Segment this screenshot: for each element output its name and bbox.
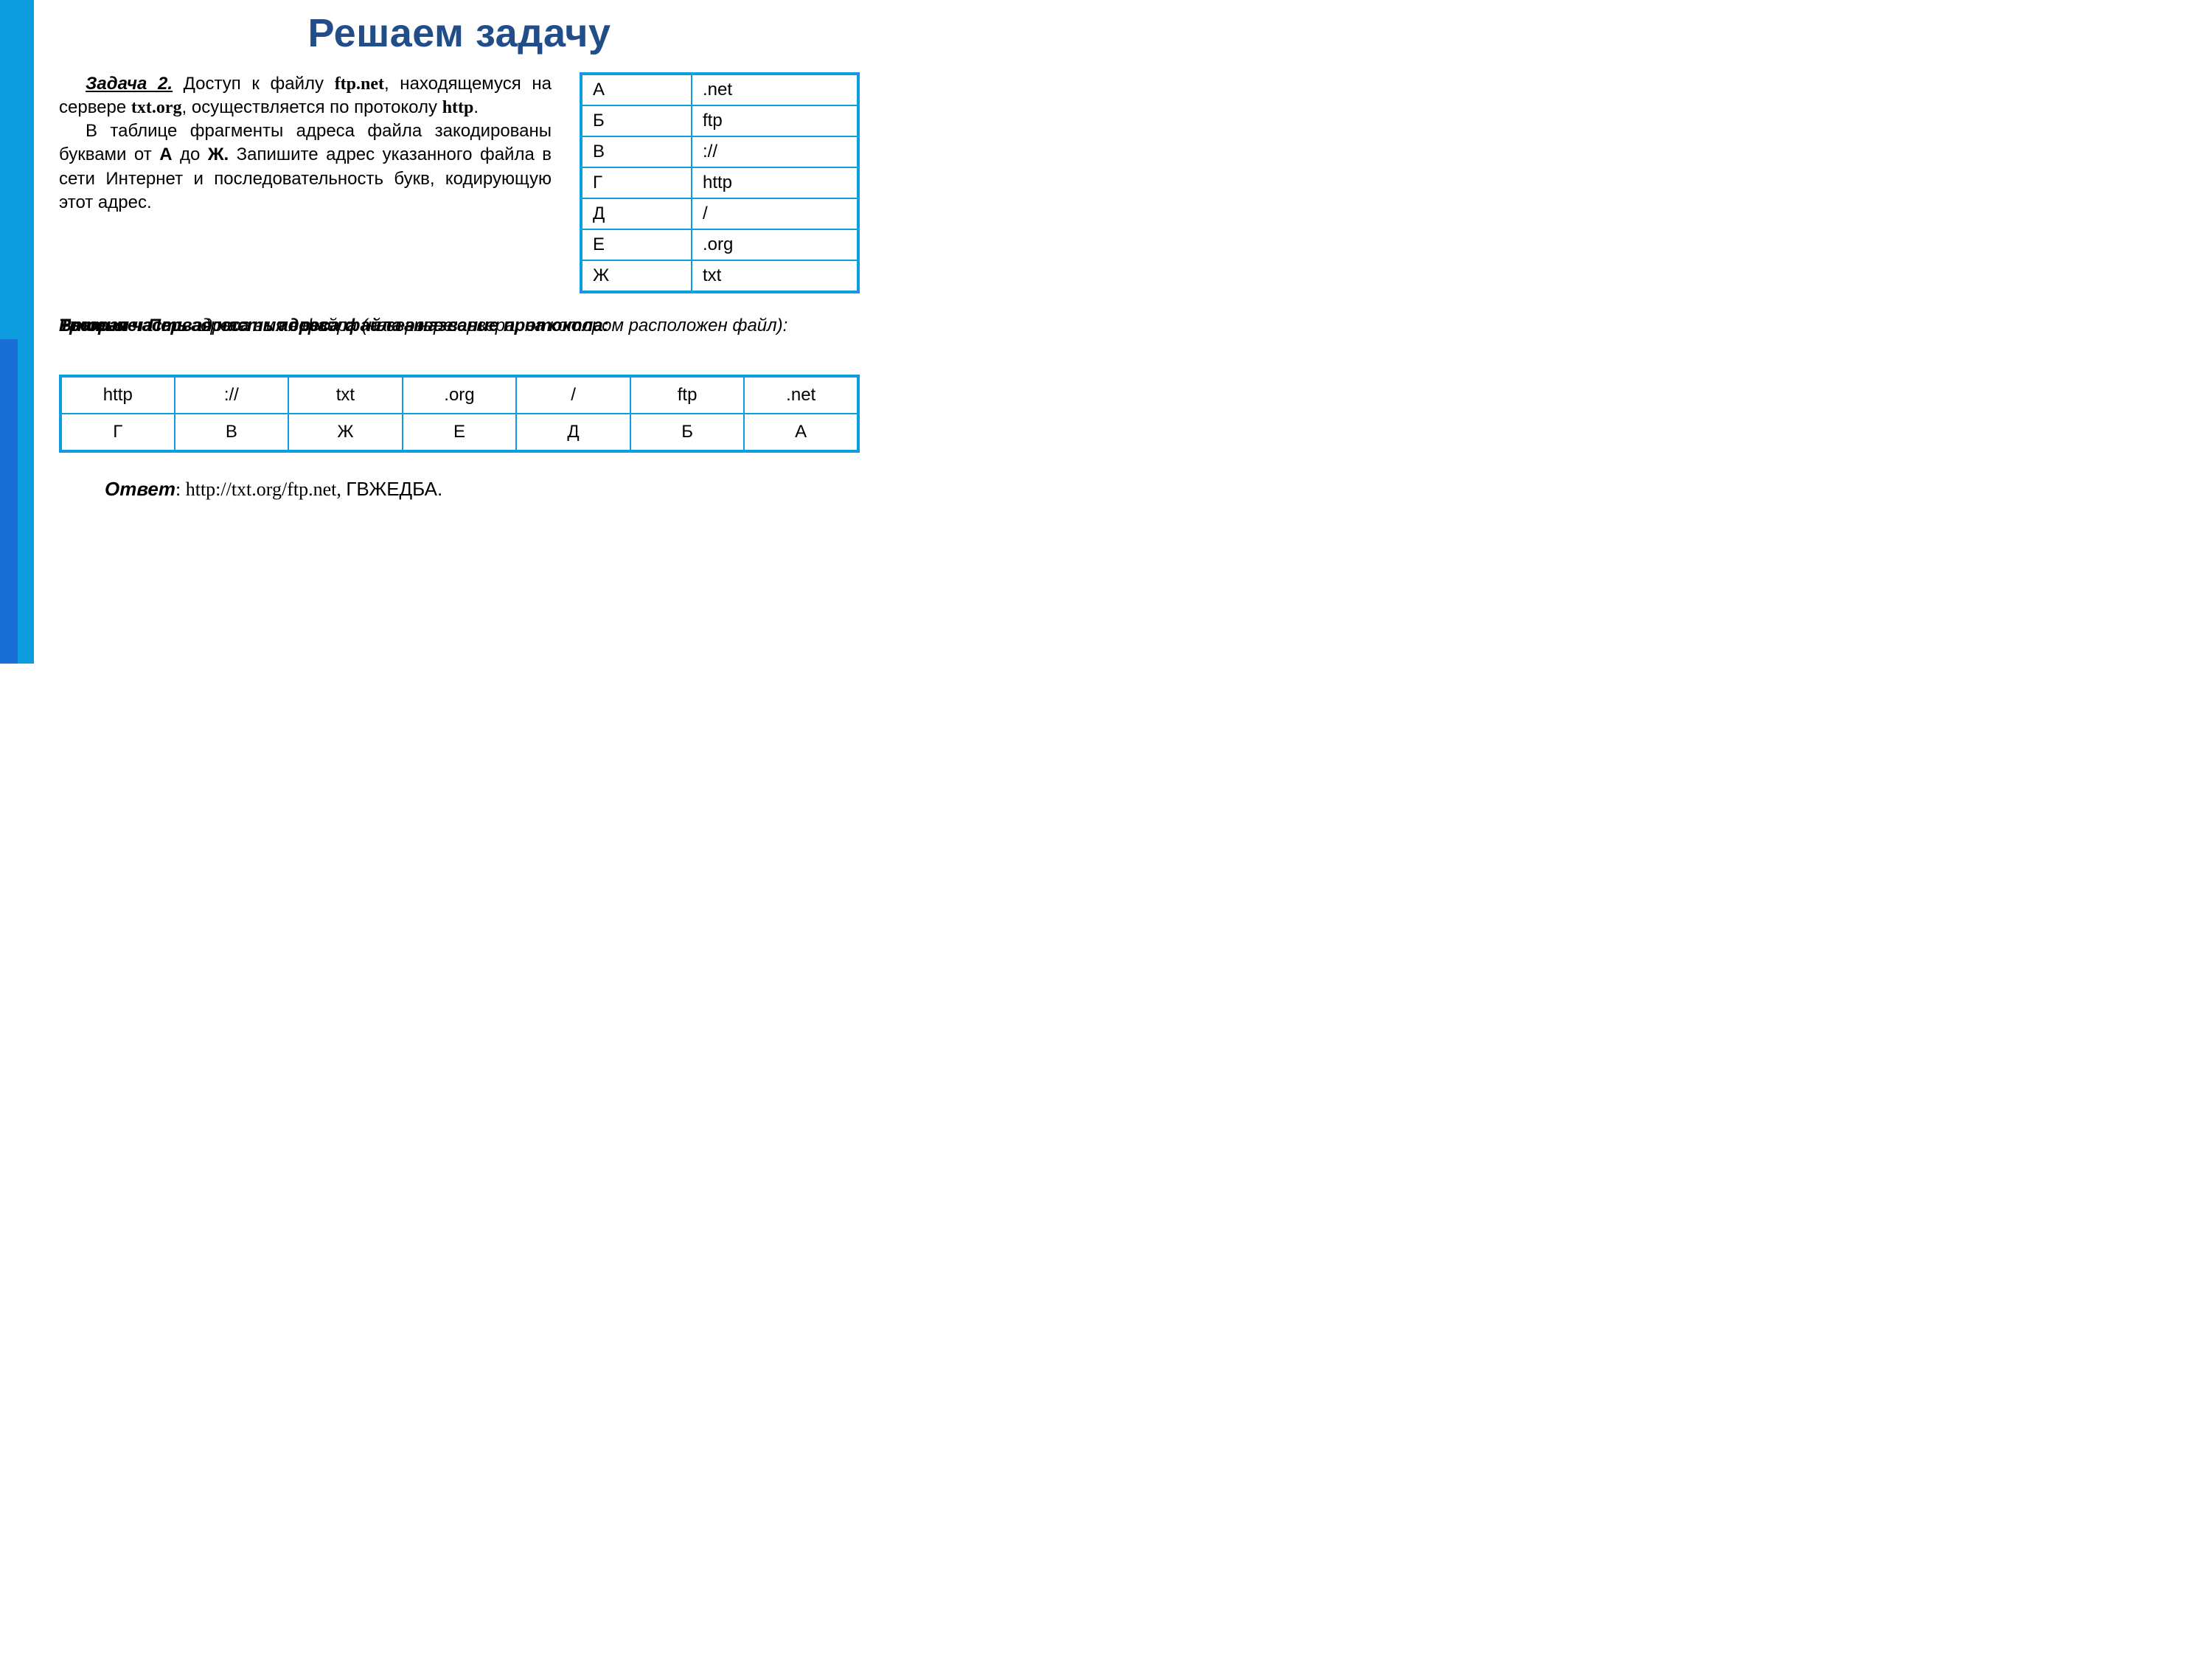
letter-cell: Б xyxy=(630,414,745,451)
problem-protocol: http xyxy=(442,98,474,117)
solution-overlay: Третья часть адреса - имя файла на серве… xyxy=(59,314,860,370)
table-row: Бftp xyxy=(581,105,858,136)
letter-cell: В xyxy=(175,414,289,451)
page-title: Решаем задачу xyxy=(59,10,860,56)
map-val: :// xyxy=(692,136,858,167)
map-val: txt xyxy=(692,260,858,292)
map-key: Б xyxy=(581,105,692,136)
final-url: http://txt.org/ftp.net xyxy=(186,479,337,500)
map-val: .net xyxy=(692,74,858,105)
table-row: Жtxt xyxy=(581,260,858,292)
problem-server: txt.org xyxy=(131,98,182,117)
problem-p1a: Доступ к файлу xyxy=(173,74,335,94)
map-val: ftp xyxy=(692,105,858,136)
map-key: Г xyxy=(581,167,692,198)
overlay-2-lead: Вторая xyxy=(59,316,129,335)
part-cell: txt xyxy=(288,376,403,414)
table-row: Г В Ж Е Д Б А xyxy=(60,414,858,451)
slide-content: Решаем задачу Задача 2. Доступ к файлу f… xyxy=(34,0,885,664)
left-stripe xyxy=(0,0,34,664)
table-row: А.net xyxy=(581,74,858,105)
part-cell: .org xyxy=(403,376,517,414)
map-val: .org xyxy=(692,229,858,260)
problem-p2b: до xyxy=(173,145,208,164)
table-row: Д/ xyxy=(581,198,858,229)
letter-cell: А xyxy=(744,414,858,451)
letter-cell: Д xyxy=(516,414,630,451)
map-key: В xyxy=(581,136,692,167)
solution-table: http :// txt .org / ftp .net Г В Ж Е Д Б… xyxy=(59,375,860,453)
overlay-layer-2: Вторая часть адреса имя сервера (названи… xyxy=(59,314,860,338)
letter-cell: Ж xyxy=(288,414,403,451)
part-cell: ftp xyxy=(630,376,745,414)
letter-cell: Г xyxy=(60,414,175,451)
map-key: Ж xyxy=(581,260,692,292)
problem-text: Задача 2. Доступ к файлу ftp.net, находя… xyxy=(59,72,552,215)
map-key: Д xyxy=(581,198,692,229)
table-row: http :// txt .org / ftp .net xyxy=(60,376,858,414)
final-code: ГВЖЕДБА. xyxy=(346,478,442,500)
problem-from: А xyxy=(159,145,172,164)
problem-to: Ж. xyxy=(208,145,229,164)
fragment-map-table: А.net Бftp В:// Гhttp Д/ Е.org Жtxt xyxy=(580,72,860,293)
problem-p1c: , осуществляется по протоколу xyxy=(182,97,442,117)
part-cell: :// xyxy=(175,376,289,414)
top-row: Задача 2. Доступ к файлу ftp.net, находя… xyxy=(59,72,860,293)
map-val: http xyxy=(692,167,858,198)
part-cell: / xyxy=(516,376,630,414)
final-label: Ответ xyxy=(105,478,175,500)
problem-file: ftp.net xyxy=(335,74,384,94)
table-row: В:// xyxy=(581,136,858,167)
map-key: А xyxy=(581,74,692,105)
overlay-2-rest: часть адреса имя сервера (название серве… xyxy=(129,316,787,335)
table-row: Гhttp xyxy=(581,167,858,198)
final-sep: : xyxy=(175,479,186,500)
map-key: Е xyxy=(581,229,692,260)
problem-p1d: . xyxy=(473,97,479,117)
part-cell: .net xyxy=(744,376,858,414)
problem-label: Задача 2. xyxy=(86,74,173,94)
final-answer: Ответ: http://txt.org/ftp.net, ГВЖЕДБА. xyxy=(105,478,860,501)
left-stripe-inner xyxy=(0,339,18,664)
map-val: / xyxy=(692,198,858,229)
table-row: Е.org xyxy=(581,229,858,260)
final-comma: , xyxy=(336,479,346,500)
letter-cell: Е xyxy=(403,414,517,451)
part-cell: http xyxy=(60,376,175,414)
